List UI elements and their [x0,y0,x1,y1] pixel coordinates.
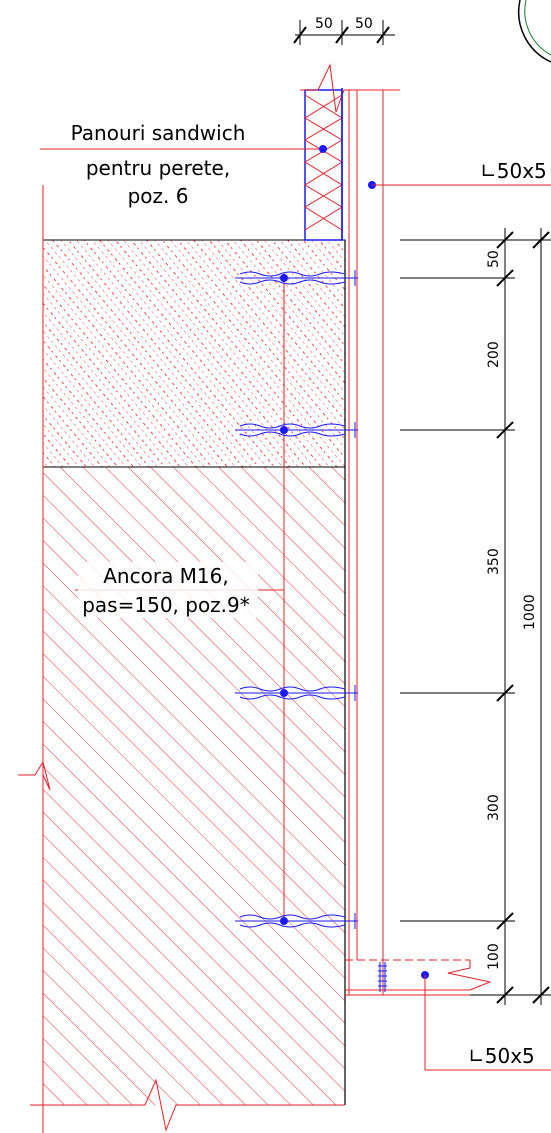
weld-mark [378,962,387,992]
steel-angle-column [345,89,492,996]
angle-top-label: ∟50x5 [480,159,547,183]
anchor-3 [235,685,358,701]
top-dimension [293,20,395,45]
sandwich-label-line2: pentru perete, [86,156,230,180]
panel-insulation-zigzag [304,94,343,231]
top-dim-b: 50 [355,16,373,32]
concrete-wall [18,185,346,1133]
top-dim-a: 50 [315,16,333,32]
sandwich-label-line1: Panouri sandwich [71,121,246,145]
bottom-angle-break [447,960,492,991]
anchor-callout: Ancora M16, pas=150, poz.9* [75,562,284,618]
sandwich-panel [300,63,350,241]
anchor-label-line1: Ancora M16, [103,564,229,588]
sandwich-label-line3: poz. 6 [128,184,189,208]
vertical-dimension-chain [400,228,551,1005]
dim-1000: 1000 [522,594,538,630]
anchor-1 [235,270,358,286]
anchor-label-line2: pas=150, poz.9* [82,593,250,617]
anchor-2 [235,422,358,438]
angle-bottom-callout: ∟50x5 [421,971,551,1071]
detail-circle [517,0,551,63]
panel-insulation-zigzag-2 [304,94,343,231]
angle-top-callout: ∟50x5 [368,159,551,189]
dim-350: 350 [486,548,502,575]
left-break-mark [18,760,51,791]
dim-100: 100 [486,943,502,970]
dim-50: 50 [486,250,502,268]
anchors [235,270,358,929]
dim-200: 200 [486,341,502,368]
angle-bottom-label: ∟50x5 [468,1044,535,1068]
dim-300: 300 [486,794,502,821]
anchor-4 [235,913,358,929]
bottom-break-mark [30,1078,345,1132]
sandwich-panel-callout: Panouri sandwich pentru perete, poz. 6 [40,121,327,208]
